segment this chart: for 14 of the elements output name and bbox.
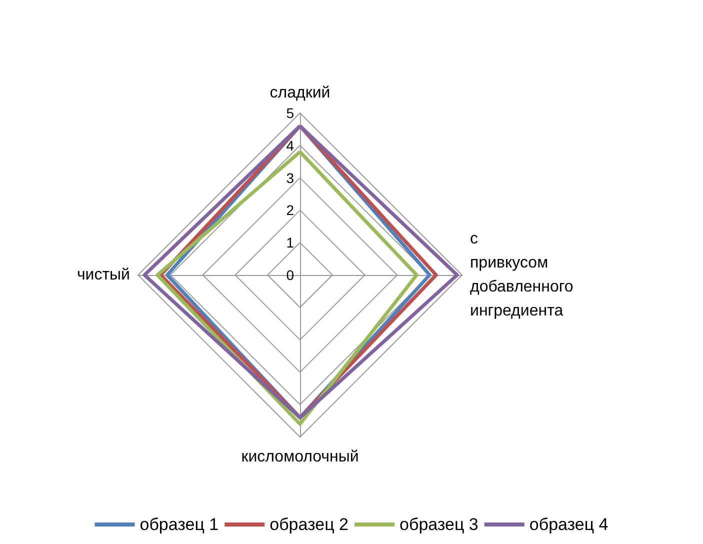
y-tick-label: 5	[286, 105, 294, 121]
y-tick-label: 4	[286, 137, 294, 154]
y-tick-label: 1	[286, 234, 294, 251]
legend-label: образец 2	[270, 515, 349, 534]
spoke-label: с привкусом добавленного ингредиента	[470, 230, 574, 320]
spoke-label: кисломолочный	[241, 448, 359, 466]
legend-label: образец 1	[140, 515, 219, 534]
y-tick-label: 0	[286, 267, 294, 283]
spoke-label: сладкий	[270, 84, 330, 102]
spoke-label: чистый	[76, 266, 130, 284]
y-tick-label: 3	[286, 170, 294, 186]
y-tick-label: 2	[286, 202, 294, 218]
legend-label: образец 3	[400, 515, 478, 534]
legend-label: образец 4	[529, 515, 608, 534]
